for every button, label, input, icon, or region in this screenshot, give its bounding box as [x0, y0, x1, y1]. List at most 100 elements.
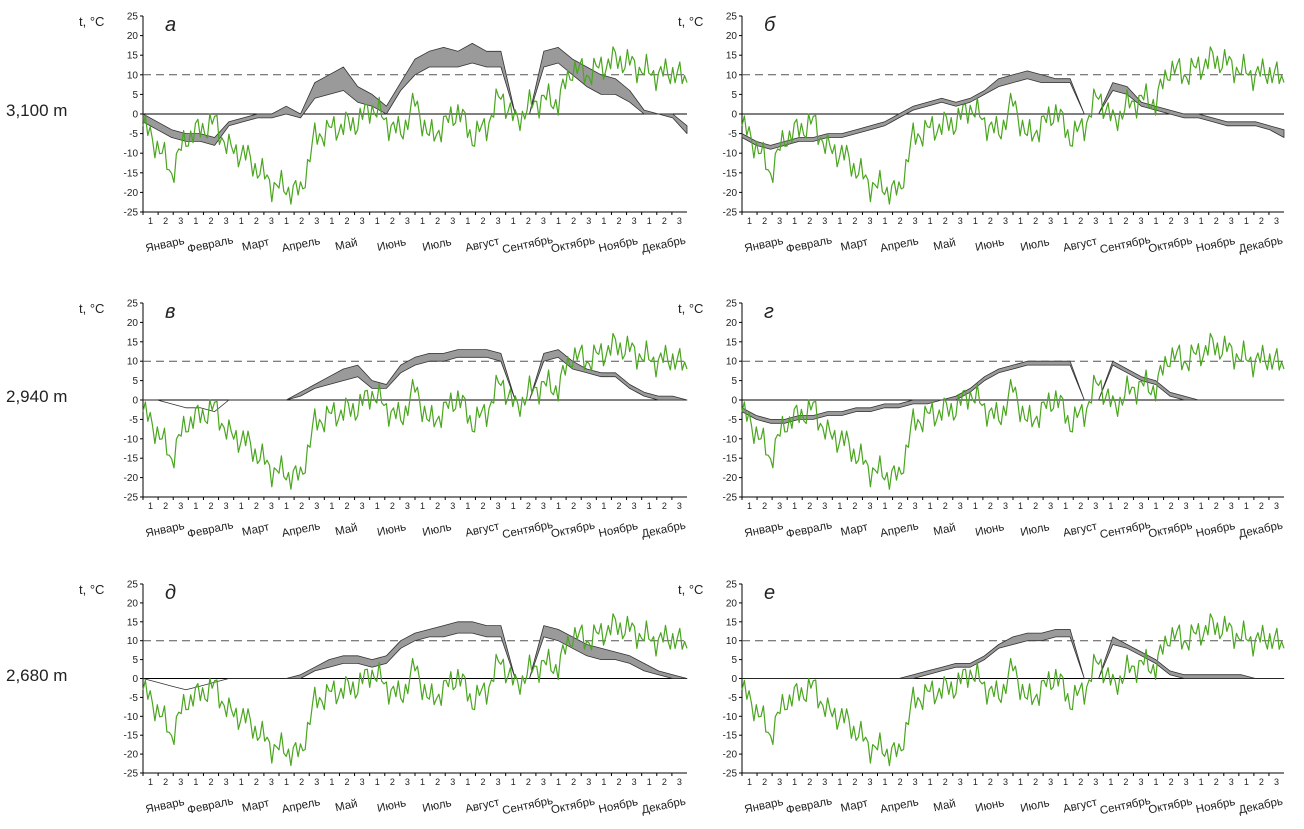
decade-label: 1 — [792, 777, 797, 787]
decade-label: 3 — [405, 501, 410, 511]
decade-label: 2 — [571, 501, 576, 511]
soil-temperature-band — [142, 43, 688, 146]
month-label: Сентябрь — [501, 519, 554, 541]
decade-label: 3 — [777, 216, 782, 226]
y-tick-label: -5 — [728, 129, 737, 140]
decade-label: 2 — [163, 501, 168, 511]
decade-label: 3 — [1048, 501, 1053, 511]
decade-label: 1 — [239, 501, 244, 511]
y-unit-label: t, °C — [678, 14, 703, 29]
decade-label: 1 — [883, 777, 888, 787]
panel-letter: в — [165, 301, 175, 323]
decade-label: 1 — [837, 501, 842, 511]
y-tick-label: -20 — [124, 188, 139, 199]
decade-label: 1 — [465, 216, 470, 226]
decade-label: 3 — [913, 777, 918, 787]
y-tick-label: -15 — [124, 731, 139, 742]
y-tick-label: 25 — [726, 12, 738, 23]
decade-label: 2 — [390, 777, 395, 787]
month-label: Июль — [1019, 797, 1050, 815]
decade-label: 1 — [511, 777, 516, 787]
decade-label: 2 — [254, 216, 259, 226]
decade-label: 2 — [988, 501, 993, 511]
decade-label: 2 — [807, 216, 812, 226]
altitude-label-3: 2,680 m — [6, 666, 67, 685]
month-label: Ноябрь — [598, 796, 640, 816]
y-tick-label: -20 — [124, 750, 139, 761]
decade-label: 1 — [601, 501, 606, 511]
decade-label: 3 — [677, 501, 682, 511]
month-label: Июнь — [974, 521, 1005, 539]
month-label: Май — [334, 237, 359, 253]
decade-label: 1 — [1199, 777, 1204, 787]
decade-label: 2 — [1078, 777, 1083, 787]
decade-label: 3 — [1274, 777, 1279, 787]
month-label: Май — [334, 798, 359, 814]
month-label: Июнь — [376, 797, 407, 815]
decade-label: 1 — [1154, 216, 1159, 226]
decade-label: 1 — [148, 216, 153, 226]
decade-label: 1 — [329, 501, 334, 511]
decade-label: 3 — [178, 216, 183, 226]
month-label: Август — [464, 796, 501, 815]
decade-label: 3 — [496, 777, 501, 787]
decade-label: 1 — [465, 777, 470, 787]
decade-label: 2 — [988, 777, 993, 787]
y-tick-label: -10 — [723, 434, 738, 445]
decade-label: 2 — [344, 777, 349, 787]
decade-label: 3 — [405, 216, 410, 226]
decade-label: 3 — [314, 777, 319, 787]
air-temperature-line — [142, 332, 688, 490]
decade-label: 1 — [837, 777, 842, 787]
decade-label: 2 — [1214, 216, 1219, 226]
decade-label: 3 — [1003, 501, 1008, 511]
decade-label: 1 — [193, 777, 198, 787]
decade-label: 2 — [390, 216, 395, 226]
decade-label: 3 — [269, 777, 274, 787]
y-tick-label: -15 — [723, 168, 738, 179]
month-label: Январь — [145, 796, 186, 816]
decade-label: 3 — [450, 216, 455, 226]
decade-label: 3 — [360, 501, 365, 511]
month-label: Март — [241, 521, 271, 539]
decade-label: 2 — [163, 777, 168, 787]
air-temperature-line — [142, 46, 688, 205]
y-tick-label: -5 — [129, 693, 138, 704]
decade-label: 2 — [299, 777, 304, 787]
decade-label: 3 — [1003, 216, 1008, 226]
decade-label: 3 — [1093, 501, 1098, 511]
decade-label: 2 — [852, 216, 857, 226]
month-label: Июль — [1019, 521, 1050, 539]
decade-label: 3 — [822, 501, 827, 511]
y-tick-label: 5 — [731, 655, 737, 666]
decade-label: 2 — [1078, 216, 1083, 226]
y-tick-label: -15 — [723, 454, 738, 465]
month-label: Февраль — [785, 234, 833, 255]
decade-label: 1 — [973, 216, 978, 226]
air-temperature-line — [741, 613, 1285, 767]
air-temperature-line — [142, 613, 688, 767]
decade-label: 2 — [616, 501, 621, 511]
decade-label: 1 — [284, 777, 289, 787]
decade-label: 3 — [224, 216, 229, 226]
y-tick-label: 5 — [731, 376, 737, 387]
y-tick-label: 15 — [726, 617, 738, 628]
soil-temperature-band — [142, 349, 688, 412]
decade-label: 1 — [239, 216, 244, 226]
y-tick-label: -15 — [723, 731, 738, 742]
decade-label: 1 — [375, 777, 380, 787]
y-unit-label: t, °C — [79, 301, 104, 316]
month-label: Июль — [421, 521, 452, 539]
decade-label: 2 — [1214, 777, 1219, 787]
decade-label: 1 — [511, 216, 516, 226]
month-label: Сентябрь — [1099, 519, 1152, 541]
decade-label: 1 — [747, 501, 752, 511]
y-tick-label: 5 — [132, 376, 138, 387]
decade-label: 2 — [1259, 501, 1264, 511]
decade-label: 2 — [807, 501, 812, 511]
y-tick-label: 5 — [731, 90, 737, 101]
decade-label: 3 — [1274, 216, 1279, 226]
